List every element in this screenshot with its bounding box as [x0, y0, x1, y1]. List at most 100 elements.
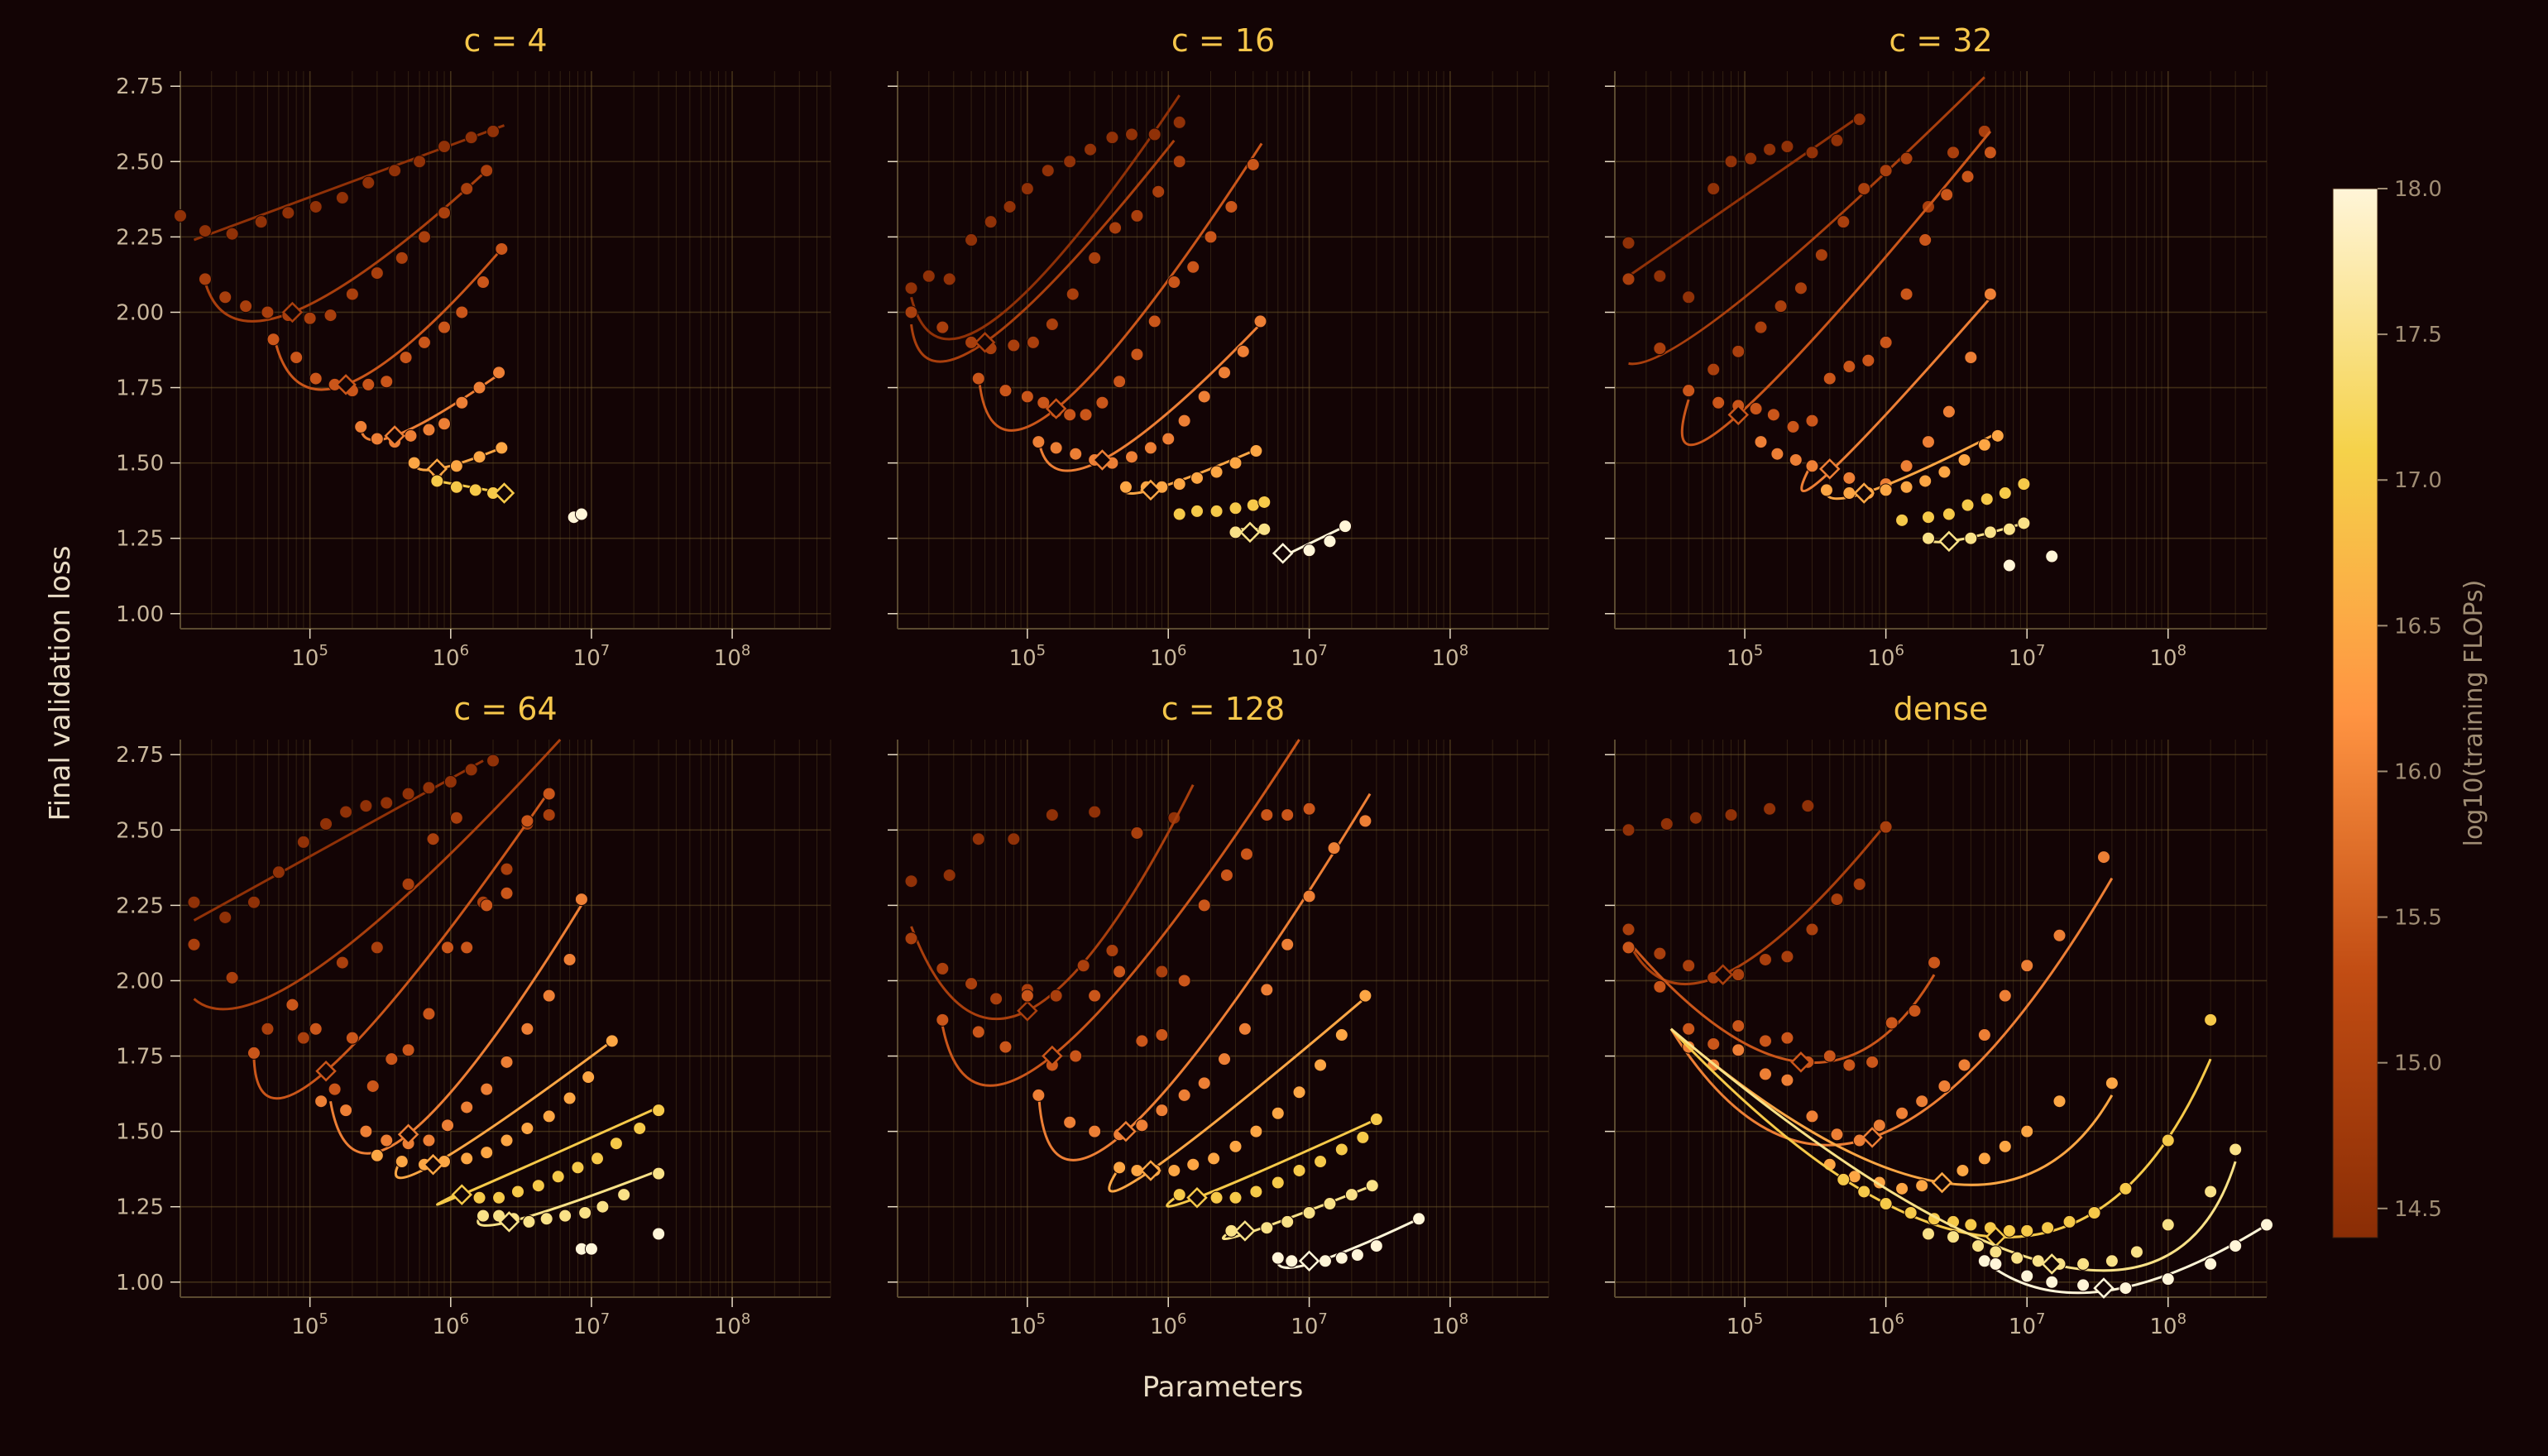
- gridlines: [1615, 71, 2268, 629]
- data-point: [417, 230, 431, 244]
- data-point: [1837, 1172, 1851, 1186]
- data-point: [1135, 1034, 1149, 1048]
- data-point: [430, 474, 444, 488]
- data-point: [2052, 928, 2067, 942]
- data-point: [1879, 1197, 1893, 1211]
- data-point: [1904, 1205, 1918, 1219]
- data-point: [1805, 414, 1819, 428]
- data-point: [1822, 371, 1837, 386]
- data-point: [965, 233, 979, 247]
- data-point: [1928, 956, 1942, 970]
- data-point: [1069, 1049, 1083, 1063]
- series: [436, 1104, 666, 1206]
- series: [1921, 516, 2031, 553]
- data-point: [1155, 1104, 1169, 1118]
- optimum-marker: [1045, 398, 1067, 419]
- data-point: [1190, 471, 1204, 485]
- data-point: [1334, 1028, 1348, 1042]
- data-point: [1197, 390, 1211, 404]
- data-point: [1209, 465, 1224, 479]
- data-point: [1172, 477, 1186, 491]
- data-point: [1895, 1181, 1909, 1195]
- data-point: [1724, 155, 1738, 169]
- data-point: [596, 1200, 610, 1214]
- data-point: [370, 941, 384, 955]
- y-tick-label: 2.75: [116, 743, 164, 768]
- data-point: [464, 763, 478, 777]
- data-point: [1763, 802, 1777, 816]
- data-point: [480, 1146, 494, 1160]
- data-point: [225, 970, 239, 984]
- data-point: [1334, 1251, 1348, 1265]
- data-point: [539, 1212, 553, 1226]
- series: [198, 164, 494, 325]
- y-tick-label: 1.75: [116, 376, 164, 401]
- series: [314, 893, 588, 1155]
- data-point: [1228, 456, 1243, 470]
- data-point: [309, 199, 323, 213]
- data-point: [605, 1034, 619, 1048]
- series: [904, 783, 1195, 1022]
- data-point: [1998, 1139, 2012, 1153]
- data-point: [1209, 504, 1224, 518]
- data-point: [366, 1079, 380, 1093]
- data-point: [971, 1025, 985, 1039]
- colorbar-tick-label: 15.0: [2394, 1051, 2442, 1076]
- data-point: [438, 320, 452, 334]
- data-point: [1780, 140, 1794, 154]
- data-point: [296, 1031, 310, 1045]
- data-point: [417, 335, 431, 349]
- data-point: [1688, 811, 1703, 825]
- data-point: [2161, 1272, 2175, 1286]
- data-point: [1758, 952, 1772, 966]
- data-point: [500, 886, 514, 900]
- data-point: [1356, 1130, 1370, 1144]
- data-point: [328, 1082, 342, 1096]
- data-point: [1754, 320, 1768, 334]
- data-point: [319, 817, 333, 831]
- data-point: [480, 898, 494, 912]
- data-point: [1707, 1037, 1721, 1051]
- data-point: [2204, 1013, 2218, 1027]
- data-point: [942, 272, 956, 286]
- data-point: [247, 1046, 261, 1060]
- data-point: [218, 290, 232, 304]
- optimum-marker: [1727, 404, 1750, 426]
- data-point: [1830, 893, 1844, 907]
- series: [904, 139, 1186, 363]
- optimum-marker: [1115, 1120, 1137, 1142]
- data-point: [2087, 1205, 2101, 1219]
- data-point: [492, 1190, 506, 1205]
- colorbar-ticks: 18.0 17.5 17.0 16.5 16.0 15.5 15.0 14.5: [2378, 177, 2442, 1222]
- data-point: [1218, 1052, 1232, 1066]
- data-point: [1257, 522, 1272, 536]
- data-point: [449, 811, 463, 825]
- data-point: [1302, 889, 1316, 903]
- data-point: [1653, 946, 1667, 960]
- y-tick-label: 2.50: [116, 818, 164, 843]
- gridlines: [898, 740, 1549, 1297]
- data-point: [1621, 236, 1636, 250]
- optimum-marker: [2093, 1277, 2115, 1299]
- data-point: [1964, 1218, 1978, 1232]
- data-point: [1207, 1152, 1221, 1166]
- data-point: [1130, 208, 1144, 223]
- data-point: [1763, 142, 1777, 156]
- data-point: [1167, 275, 1181, 290]
- data-point: [1879, 483, 1893, 497]
- data-point: [225, 227, 239, 241]
- data-point: [999, 1040, 1013, 1054]
- data-point: [1007, 832, 1021, 846]
- series: [354, 366, 506, 449]
- data-point: [395, 1155, 409, 1169]
- y-tick-label: 1.50: [116, 452, 164, 477]
- data-point: [370, 432, 384, 446]
- data-point: [1302, 544, 1316, 558]
- y-tick-label: 1.25: [116, 1195, 164, 1220]
- data-point: [1350, 1248, 1364, 1262]
- data-point: [999, 384, 1013, 398]
- data-point: [1066, 287, 1080, 301]
- data-point: [1249, 1185, 1263, 1199]
- colorbar-tick-label: 16.0: [2394, 759, 2442, 784]
- data-point: [1358, 989, 1372, 1003]
